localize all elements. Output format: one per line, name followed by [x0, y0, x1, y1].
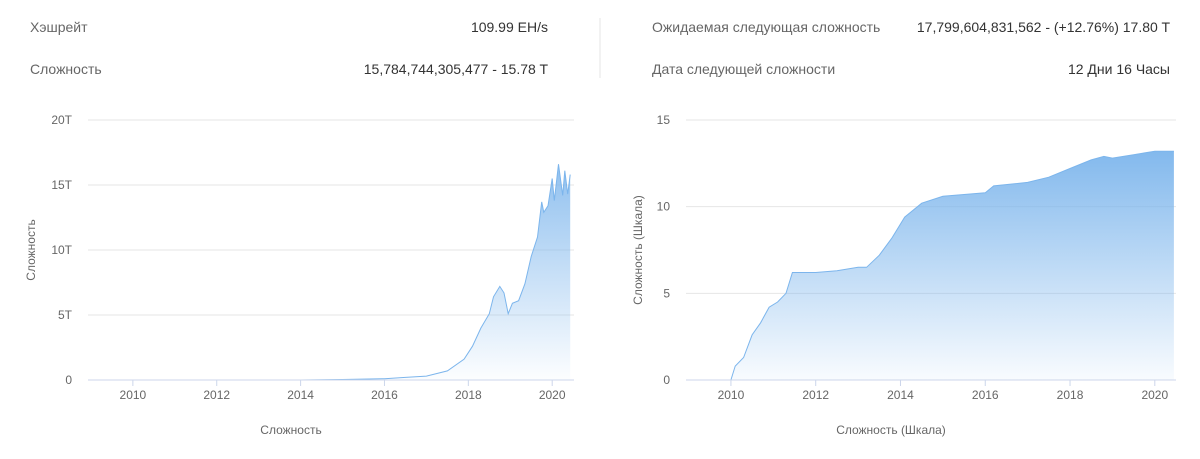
stat-value: 12 Дни 16 Часы — [1068, 61, 1170, 77]
x-tick-label: 2018 — [1057, 388, 1084, 402]
y-tick-label: 10T — [51, 243, 72, 257]
y-tick-label: 15 — [657, 113, 671, 127]
stat-label: Сложность — [30, 61, 102, 77]
y-tick-label: 20T — [51, 113, 72, 127]
y-tick-label: 5T — [58, 308, 73, 322]
stat-label: Ожидаемая следующая сложность — [652, 19, 880, 35]
area-line — [688, 150, 1174, 381]
x-tick-label: 2016 — [371, 388, 398, 402]
y-axis-title: Сложность — [24, 219, 38, 280]
x-tick-label: 2012 — [802, 388, 829, 402]
area-line — [90, 164, 571, 381]
y-tick-label: 5 — [663, 286, 670, 300]
x-tick-label: 2020 — [1141, 388, 1168, 402]
area-fill — [90, 164, 571, 380]
x-tick-label: 2010 — [718, 388, 745, 402]
stat-value: 109.99 EH/s — [471, 19, 548, 35]
x-tick-label: 2014 — [887, 388, 914, 402]
y-tick-label: 10 — [657, 200, 671, 214]
y-tick-label: 0 — [663, 373, 670, 387]
x-axis-title: Сложность (Шкала) — [836, 423, 946, 437]
x-tick-label: 2018 — [455, 388, 482, 402]
x-tick-label: 2012 — [203, 388, 230, 402]
x-tick-label: 2014 — [287, 388, 314, 402]
stat-label: Дата следующей сложности — [652, 61, 835, 77]
y-tick-label: 0 — [65, 373, 72, 387]
stat-value: 15,784,744,305,477 - 15.78 T — [364, 61, 549, 77]
stat-label: Хэшрейт — [30, 19, 88, 35]
y-tick-label: 15T — [51, 178, 72, 192]
x-tick-label: 2010 — [120, 388, 147, 402]
x-axis-title: Сложность — [260, 423, 321, 437]
y-axis-title: Сложность (Шкала) — [631, 195, 645, 305]
stat-value: 17,799,604,831,562 - (+12.76%) 17.80 T — [917, 19, 1171, 35]
x-tick-label: 2016 — [972, 388, 999, 402]
area-fill — [688, 151, 1174, 380]
x-tick-label: 2020 — [539, 388, 566, 402]
